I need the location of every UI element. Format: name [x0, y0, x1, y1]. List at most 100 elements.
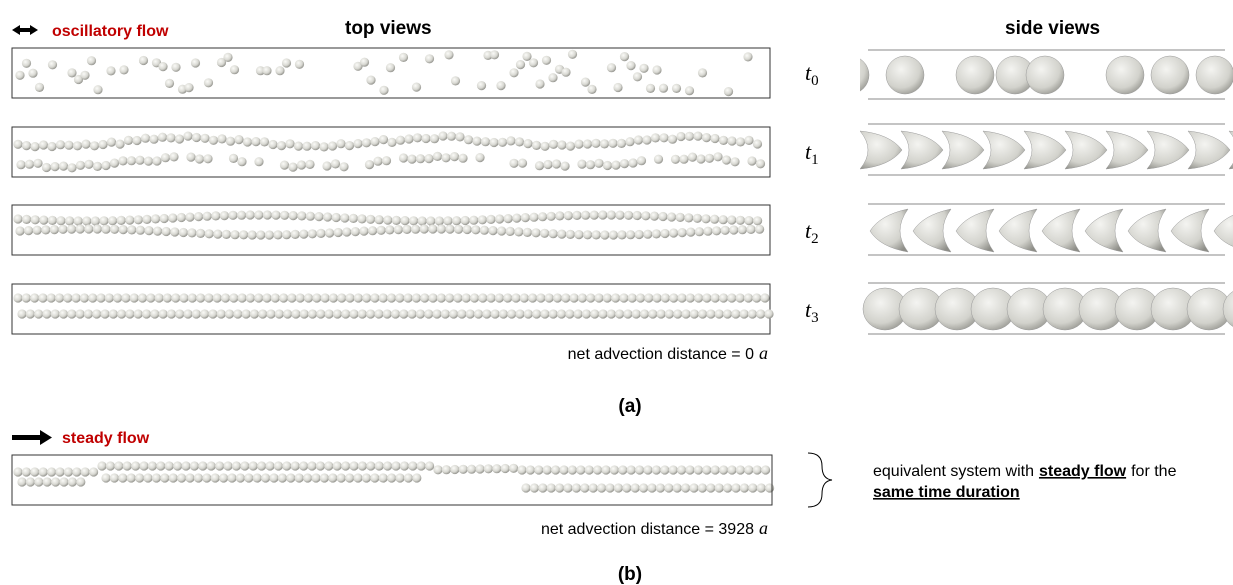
- particle: [339, 162, 349, 172]
- particle: [114, 461, 124, 471]
- particle: [21, 467, 31, 477]
- particle: [710, 465, 720, 475]
- particle: [497, 226, 507, 236]
- particle: [458, 153, 468, 163]
- particle: [332, 461, 342, 471]
- particle: [229, 65, 240, 75]
- particle: [587, 84, 597, 94]
- particle: [692, 213, 703, 223]
- particle: [531, 140, 542, 150]
- particle: [679, 154, 689, 164]
- particle: [660, 293, 671, 303]
- particle: [599, 139, 610, 149]
- particle: [452, 216, 462, 226]
- particle: [92, 161, 103, 171]
- particle: [647, 483, 657, 493]
- particle: [63, 293, 73, 303]
- particle: [659, 133, 669, 143]
- particle: [424, 309, 434, 319]
- particle: [101, 224, 111, 234]
- particle: [33, 158, 43, 168]
- particle: [479, 225, 489, 235]
- distance-b: net advection distance = 3928 a: [541, 518, 768, 538]
- side-crescent: [869, 208, 909, 253]
- side-chevron: [860, 130, 903, 170]
- particle: [233, 309, 243, 319]
- particle: [191, 309, 201, 319]
- particle: [164, 78, 175, 88]
- particle: [328, 293, 338, 303]
- particle: [24, 159, 35, 169]
- particle: [684, 131, 695, 141]
- particle: [379, 85, 389, 95]
- particle: [744, 135, 754, 145]
- particle: [161, 226, 171, 237]
- particle: [398, 52, 409, 63]
- particle: [701, 214, 711, 224]
- particle: [702, 293, 712, 303]
- particle: [168, 213, 178, 223]
- particle: [242, 137, 253, 147]
- particle: [164, 461, 174, 471]
- particle: [344, 141, 355, 151]
- particle: [104, 293, 114, 303]
- particle: [727, 293, 737, 303]
- particle: [731, 309, 741, 319]
- particle: [616, 138, 627, 148]
- particle: [455, 132, 465, 142]
- particle: [374, 309, 384, 319]
- particle: [744, 465, 754, 475]
- particle: [523, 139, 533, 149]
- particle: [196, 228, 206, 238]
- particle: [608, 138, 618, 148]
- particle: [245, 210, 255, 220]
- particle: [108, 309, 118, 319]
- particle: [262, 66, 272, 76]
- particle: [252, 473, 262, 483]
- panel-label-a: (a): [618, 396, 641, 417]
- particle: [489, 137, 499, 148]
- particle: [211, 211, 221, 221]
- particle: [21, 293, 31, 303]
- particle: [514, 137, 525, 147]
- top-view-box: [11, 126, 771, 178]
- side-chevron: [1105, 130, 1149, 170]
- particle: [672, 483, 682, 493]
- particle: [498, 309, 508, 319]
- particle: [349, 461, 359, 471]
- particle: [17, 477, 27, 487]
- particle: [256, 230, 266, 240]
- particle: [42, 477, 52, 487]
- particle: [81, 139, 91, 149]
- particle: [125, 309, 135, 319]
- particle: [645, 83, 656, 93]
- particle: [469, 293, 480, 303]
- particle: [509, 68, 519, 78]
- particle: [208, 309, 218, 319]
- particle: [72, 141, 83, 151]
- particle: [627, 293, 637, 303]
- particle: [407, 309, 417, 319]
- particle: [159, 213, 169, 224]
- particle: [611, 160, 621, 170]
- particle: [324, 461, 334, 471]
- particle: [735, 215, 746, 225]
- particle: [671, 83, 682, 93]
- particle: [202, 211, 212, 221]
- particle: [572, 210, 582, 220]
- particle: [225, 136, 236, 146]
- particle: [331, 212, 341, 223]
- particle: [171, 293, 181, 303]
- particle: [675, 212, 685, 222]
- particle: [710, 133, 720, 144]
- particle: [639, 309, 650, 319]
- particle: [294, 473, 304, 483]
- particle: [178, 227, 188, 238]
- particle: [698, 309, 708, 319]
- particle: [606, 63, 617, 73]
- particle: [760, 293, 770, 303]
- particle: [101, 160, 111, 171]
- particle: [174, 134, 185, 144]
- particle: [254, 157, 264, 167]
- particle: [548, 73, 558, 83]
